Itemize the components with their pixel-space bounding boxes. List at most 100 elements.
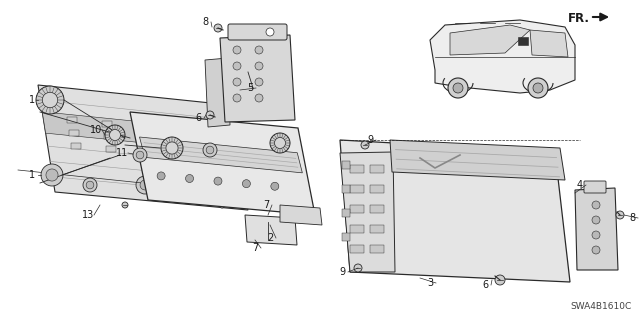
Text: SWA4B1610C: SWA4B1610C xyxy=(571,302,632,311)
Circle shape xyxy=(206,111,214,119)
Text: 10: 10 xyxy=(90,125,102,135)
Bar xyxy=(67,117,77,123)
Circle shape xyxy=(161,137,183,159)
Circle shape xyxy=(109,130,120,140)
Circle shape xyxy=(46,169,58,181)
Bar xyxy=(350,225,364,233)
Bar xyxy=(342,233,350,241)
Text: 9: 9 xyxy=(339,267,345,277)
Text: 2: 2 xyxy=(267,233,273,243)
Circle shape xyxy=(243,180,250,188)
Circle shape xyxy=(206,146,214,154)
Circle shape xyxy=(214,177,222,185)
Polygon shape xyxy=(220,35,295,122)
Circle shape xyxy=(157,172,165,180)
Bar xyxy=(342,161,350,169)
Circle shape xyxy=(495,275,505,285)
Polygon shape xyxy=(42,112,238,152)
Circle shape xyxy=(83,178,97,192)
Circle shape xyxy=(361,141,369,149)
Circle shape xyxy=(41,164,63,186)
Bar xyxy=(175,153,185,159)
Circle shape xyxy=(219,202,225,208)
Circle shape xyxy=(592,231,600,239)
Circle shape xyxy=(266,28,274,36)
Bar xyxy=(350,185,364,193)
Polygon shape xyxy=(390,140,565,180)
Text: 7: 7 xyxy=(263,200,269,210)
Text: 6: 6 xyxy=(195,113,201,123)
Bar xyxy=(71,143,81,149)
Circle shape xyxy=(136,176,154,194)
Polygon shape xyxy=(575,188,618,270)
Circle shape xyxy=(448,78,468,98)
Circle shape xyxy=(86,181,94,189)
Circle shape xyxy=(133,148,147,162)
Circle shape xyxy=(105,125,125,145)
Polygon shape xyxy=(340,140,570,282)
Bar xyxy=(518,37,528,45)
Circle shape xyxy=(255,62,263,70)
Circle shape xyxy=(255,46,263,54)
Circle shape xyxy=(592,216,600,224)
Circle shape xyxy=(122,202,128,208)
FancyBboxPatch shape xyxy=(584,181,606,193)
Text: 11: 11 xyxy=(116,148,128,158)
Bar xyxy=(350,245,364,253)
Circle shape xyxy=(354,264,362,272)
Circle shape xyxy=(214,24,222,32)
Circle shape xyxy=(42,92,58,108)
Bar xyxy=(106,146,116,152)
Circle shape xyxy=(255,78,263,86)
Circle shape xyxy=(616,211,624,219)
FancyBboxPatch shape xyxy=(228,24,287,40)
Polygon shape xyxy=(140,137,302,173)
Circle shape xyxy=(533,83,543,93)
Text: 8: 8 xyxy=(629,213,635,223)
Bar xyxy=(136,124,146,130)
Circle shape xyxy=(528,78,548,98)
Text: 4: 4 xyxy=(577,180,583,190)
Bar xyxy=(102,121,111,127)
Circle shape xyxy=(233,46,241,54)
Polygon shape xyxy=(430,20,575,93)
Polygon shape xyxy=(450,25,530,55)
Circle shape xyxy=(140,180,150,190)
Bar xyxy=(104,133,114,139)
Circle shape xyxy=(275,137,285,149)
Circle shape xyxy=(453,83,463,93)
Bar xyxy=(370,225,384,233)
Bar xyxy=(350,165,364,173)
Circle shape xyxy=(233,62,241,70)
Circle shape xyxy=(592,201,600,209)
Text: 3: 3 xyxy=(427,278,433,288)
Bar xyxy=(342,209,350,217)
Bar xyxy=(140,149,150,155)
Polygon shape xyxy=(130,112,315,215)
Text: 1: 1 xyxy=(29,95,35,105)
Bar xyxy=(370,185,384,193)
Circle shape xyxy=(233,78,241,86)
Text: 1: 1 xyxy=(29,170,35,180)
Bar xyxy=(171,128,180,133)
Bar xyxy=(342,185,350,193)
Bar xyxy=(370,165,384,173)
Circle shape xyxy=(136,151,144,159)
Circle shape xyxy=(271,182,279,190)
Bar xyxy=(370,245,384,253)
Circle shape xyxy=(255,94,263,102)
Text: 8: 8 xyxy=(202,17,208,27)
Text: 9: 9 xyxy=(367,135,373,145)
Circle shape xyxy=(36,86,64,114)
Text: 6: 6 xyxy=(482,280,488,290)
Polygon shape xyxy=(38,85,248,210)
Polygon shape xyxy=(245,215,297,245)
Polygon shape xyxy=(205,58,230,127)
Circle shape xyxy=(270,133,290,153)
Text: 7: 7 xyxy=(252,243,258,253)
Text: FR.: FR. xyxy=(568,12,590,25)
Circle shape xyxy=(186,174,193,182)
Polygon shape xyxy=(340,152,395,272)
Bar xyxy=(370,205,384,213)
Bar xyxy=(173,140,183,146)
